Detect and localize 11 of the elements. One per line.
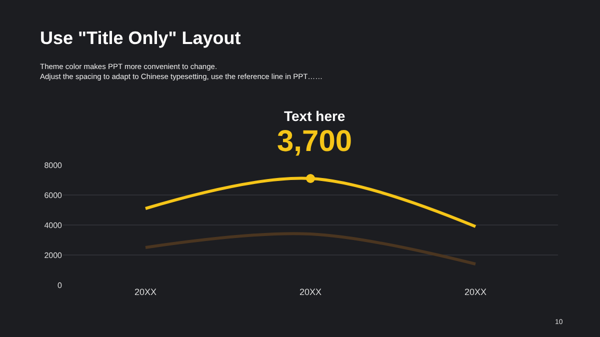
x-tick-label: 20XX	[134, 287, 157, 297]
y-tick-label: 6000	[44, 190, 63, 200]
text: Text here	[284, 108, 346, 124]
x-tick-label: 20XX	[299, 287, 322, 297]
text: 3,700	[277, 125, 352, 158]
y-tick-label: 4000	[44, 220, 63, 230]
y-tick-label: 2000	[44, 250, 63, 260]
y-tick-label: 0	[58, 280, 63, 290]
x-tick-label: 20XX	[464, 287, 487, 297]
y-tick-label: 8000	[44, 160, 63, 170]
chart-title: Use "Title Only" Layout	[40, 28, 241, 48]
